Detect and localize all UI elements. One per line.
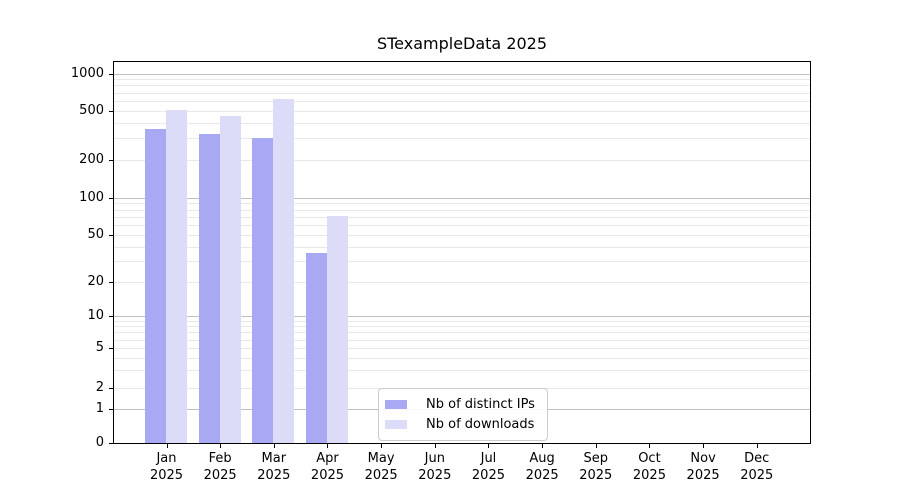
x-tick-label: Sep 2025 (579, 451, 613, 483)
y-tick-mark (109, 409, 113, 411)
minor-gridline (114, 370, 810, 372)
y-tick-mark (109, 388, 113, 390)
y-tick-mark (109, 197, 113, 199)
bar-distinct-ips (252, 138, 274, 443)
y-tick-label: 100 (79, 189, 104, 205)
x-tick-label: Nov 2025 (686, 451, 720, 483)
y-tick-mark (109, 73, 113, 75)
x-tick-label: May 2025 (364, 451, 398, 483)
y-tick-mark (109, 443, 113, 444)
y-tick-mark (109, 348, 113, 349)
x-tick-mark (542, 444, 544, 448)
minor-gridline (114, 216, 810, 218)
x-tick-mark (327, 444, 329, 448)
x-tick-mark (434, 444, 436, 448)
y-tick-label: 5 (95, 340, 104, 355)
bar-distinct-ips (145, 129, 166, 443)
minor-gridline (114, 339, 810, 341)
bar-downloads (219, 115, 241, 443)
x-tick-mark (488, 444, 490, 448)
y-tick-mark (109, 282, 113, 284)
x-tick-mark (220, 444, 222, 448)
minor-gridline (114, 320, 810, 322)
minor-gridline (114, 332, 810, 334)
minor-gridline (114, 79, 810, 81)
y-tick-label: 500 (79, 102, 104, 118)
minor-gridline (114, 225, 810, 227)
minor-gridline (114, 110, 810, 112)
x-tick-label: Oct 2025 (632, 451, 666, 483)
x-tick-label: Jun 2025 (418, 451, 452, 483)
legend: Nb of distinct IPs Nb of downloads (378, 388, 548, 441)
minor-gridline (114, 261, 810, 263)
bar-distinct-ips (305, 253, 327, 443)
x-tick-label: Apr 2025 (310, 451, 345, 483)
x-tick-label: Feb 2025 (203, 451, 237, 483)
minor-gridline (114, 282, 810, 284)
minor-gridline (114, 348, 810, 349)
bar-distinct-ips (198, 134, 220, 443)
x-tick-label: Jan 2025 (149, 451, 184, 483)
y-tick-label: 200 (79, 152, 104, 168)
y-tick-label: 20 (87, 274, 104, 290)
x-tick-mark (595, 444, 597, 448)
bar-downloads (326, 216, 348, 443)
minor-gridline (114, 246, 810, 248)
x-tick-mark (703, 444, 705, 448)
x-tick-mark (756, 444, 758, 448)
minor-gridline (114, 209, 810, 211)
legend-swatch-downloads (385, 420, 407, 429)
legend-item-distinct-ips: Nb of distinct IPs (385, 397, 535, 412)
legend-label-distinct-ips: Nb of distinct IPs (426, 397, 535, 412)
minor-gridline (114, 160, 810, 162)
legend-label-downloads: Nb of downloads (426, 417, 535, 432)
y-tick-label: 2 (95, 380, 104, 396)
y-tick-label: 10 (87, 308, 104, 323)
x-tick-mark (273, 444, 275, 448)
minor-gridline (114, 203, 810, 205)
x-tick-label: Aug 2025 (525, 451, 559, 483)
x-tick-mark (166, 444, 168, 448)
legend-item-downloads: Nb of downloads (385, 417, 535, 432)
chart-title: STexampleData 2025 (376, 34, 548, 53)
minor-gridline (114, 122, 810, 124)
x-tick-mark (381, 444, 383, 448)
minor-gridline (114, 92, 810, 94)
minor-gridline (114, 138, 810, 140)
bar-downloads (166, 109, 187, 443)
y-tick-label: 1000 (70, 65, 104, 81)
y-tick-label: 0 (95, 435, 104, 450)
major-gridline (114, 316, 810, 317)
x-tick-label: Dec 2025 (740, 451, 774, 483)
y-tick-label: 1 (95, 401, 104, 417)
y-tick-label: 50 (87, 227, 104, 242)
minor-gridline (114, 235, 810, 236)
minor-gridline (114, 326, 810, 328)
bar-downloads (273, 99, 295, 443)
x-tick-label: Mar 2025 (257, 451, 291, 483)
y-tick-mark (109, 316, 113, 317)
x-tick-mark (649, 444, 651, 448)
major-gridline (114, 73, 810, 75)
minor-gridline (114, 357, 810, 359)
y-tick-mark (109, 235, 113, 236)
x-tick-label: Jul 2025 (471, 451, 505, 483)
minor-gridline (114, 100, 810, 102)
major-gridline (114, 197, 810, 199)
minor-gridline (114, 85, 810, 87)
y-tick-mark (109, 110, 113, 112)
y-tick-mark (109, 160, 113, 162)
legend-swatch-distinct-ips (385, 400, 407, 409)
